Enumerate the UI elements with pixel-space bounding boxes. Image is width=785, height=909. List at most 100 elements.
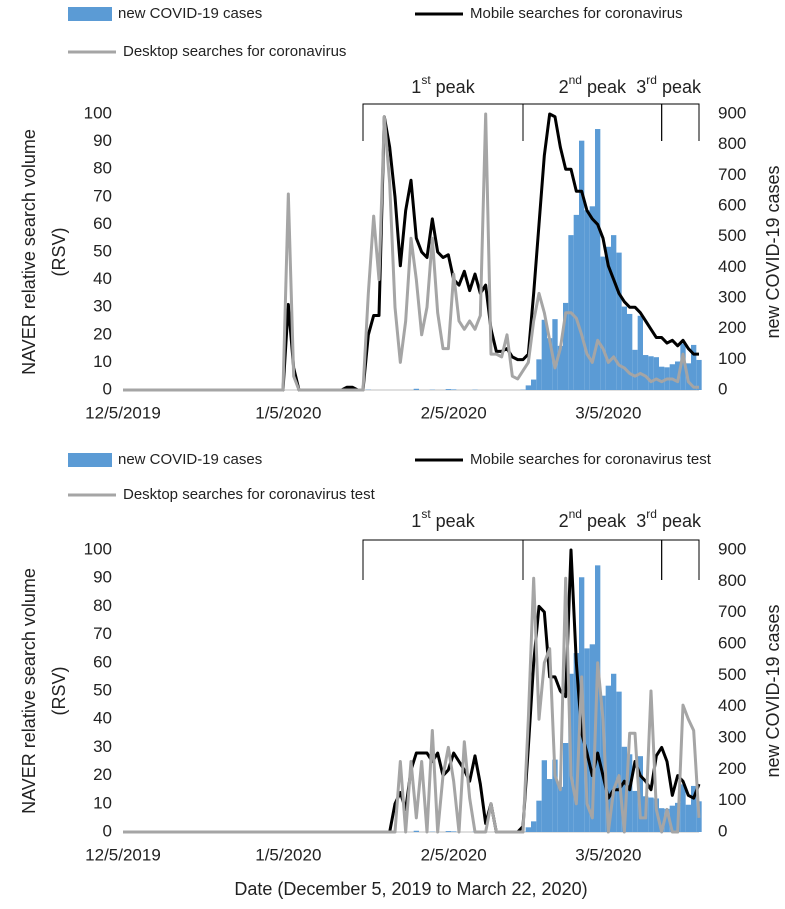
line <box>123 576 701 834</box>
bar <box>648 797 654 832</box>
y2-tick-label: 700 <box>718 602 746 621</box>
y2-tick-label: 600 <box>718 195 746 214</box>
x-tick-label: 1/5/2020 <box>255 403 321 422</box>
y2-tick-label: 400 <box>718 696 746 715</box>
bar <box>600 695 606 832</box>
y2-tick-label: 300 <box>718 727 746 746</box>
peak-label: 2nd peak <box>559 73 627 97</box>
bar <box>600 256 606 390</box>
bar <box>413 830 419 832</box>
y2-tick-label: 600 <box>718 633 746 652</box>
peak-label: 2nd peak <box>559 507 627 531</box>
bar <box>541 319 547 390</box>
peak-ordinal: 3 <box>636 511 646 531</box>
bar <box>531 821 537 832</box>
peak-ordinal: 2 <box>559 77 569 97</box>
peak-word: peak <box>662 511 702 531</box>
bar <box>637 756 643 832</box>
bar <box>627 313 633 390</box>
y-tick-label: 30 <box>93 297 112 316</box>
peak-label: 1st peak <box>411 507 475 531</box>
y-axis-title: NAVER relative search volume <box>19 129 39 375</box>
x-tick-label: 2/5/2020 <box>421 403 487 422</box>
peak-word: peak <box>436 77 476 97</box>
bar <box>552 759 558 832</box>
bar <box>664 808 670 832</box>
y2-tick-label: 400 <box>718 257 746 276</box>
bar <box>643 355 649 390</box>
legend-label: new COVID-19 cases <box>118 451 262 468</box>
bar <box>605 685 611 832</box>
y-tick-label: 80 <box>93 159 112 178</box>
y-tick-label: 70 <box>93 186 112 205</box>
y-tick-label: 90 <box>93 568 112 587</box>
bar <box>445 831 451 832</box>
y-tick-label: 0 <box>103 379 112 398</box>
y2-tick-label: 800 <box>718 571 746 590</box>
bar <box>451 389 457 390</box>
peak-suffix: st <box>421 73 431 87</box>
peak-ordinal: 3 <box>636 77 646 97</box>
bar <box>525 385 531 390</box>
y-tick-label: 40 <box>93 269 112 288</box>
y2-tick-label: 200 <box>718 318 746 337</box>
bar <box>669 805 675 832</box>
peak-word: peak <box>662 77 702 97</box>
peak-word: peak <box>436 511 476 531</box>
y2-tick-label: 0 <box>718 379 727 398</box>
bar <box>563 743 569 832</box>
peak-suffix: rd <box>646 507 657 521</box>
legend-swatch <box>68 453 112 467</box>
y2-tick-label: 200 <box>718 759 746 778</box>
y-tick-label: 20 <box>93 324 112 343</box>
bar <box>605 246 611 390</box>
x-tick-label: 12/5/2019 <box>85 845 161 864</box>
bar <box>536 800 542 832</box>
peak-ordinal: 1 <box>411 77 421 97</box>
peak-bracket <box>522 539 663 580</box>
y2-axis-title: new COVID-19 cases <box>763 604 783 777</box>
bar <box>691 785 697 832</box>
bar <box>648 356 654 390</box>
bar <box>611 673 617 832</box>
bar <box>525 827 531 832</box>
y-tick-label: 60 <box>93 214 112 233</box>
x-tick-label: 12/5/2019 <box>85 403 161 422</box>
x-tick-label: 3/5/2020 <box>575 403 641 422</box>
peak-ordinal: 1 <box>411 511 421 531</box>
y-axis-title: NAVER relative search volume <box>19 568 39 814</box>
bar <box>696 359 702 390</box>
peak-suffix: rd <box>646 73 657 87</box>
peak-bracket <box>661 539 700 580</box>
bar <box>557 345 563 390</box>
bar <box>621 746 627 832</box>
peak-suffix: nd <box>569 73 582 87</box>
bar <box>627 754 633 832</box>
y2-tick-label: 300 <box>718 287 746 306</box>
bar <box>616 252 622 390</box>
peak-word: peak <box>587 511 627 531</box>
bar <box>659 366 665 390</box>
bar <box>541 760 547 832</box>
bar <box>637 315 643 390</box>
legend-swatch <box>68 7 112 21</box>
legend-label: Mobile searches for coronavirus test <box>470 451 712 468</box>
y-tick-label: 0 <box>103 821 112 840</box>
bar <box>589 644 595 832</box>
bar <box>413 388 419 390</box>
bar <box>557 786 563 832</box>
bar <box>680 784 686 832</box>
legend-label: Mobile searches for coronavirus <box>470 5 683 22</box>
bar <box>531 379 537 390</box>
bar <box>611 235 617 390</box>
y-tick-label: 100 <box>84 539 112 558</box>
x-tick-label: 1/5/2020 <box>255 845 321 864</box>
y-tick-label: 50 <box>93 241 112 260</box>
bar <box>573 214 579 390</box>
bar <box>547 779 553 832</box>
peak-label: 1st peak <box>411 73 475 97</box>
bar <box>445 389 451 390</box>
y-tick-label: 10 <box>93 793 112 812</box>
y-tick-label: 30 <box>93 737 112 756</box>
legend-label: new COVID-19 cases <box>118 5 262 22</box>
